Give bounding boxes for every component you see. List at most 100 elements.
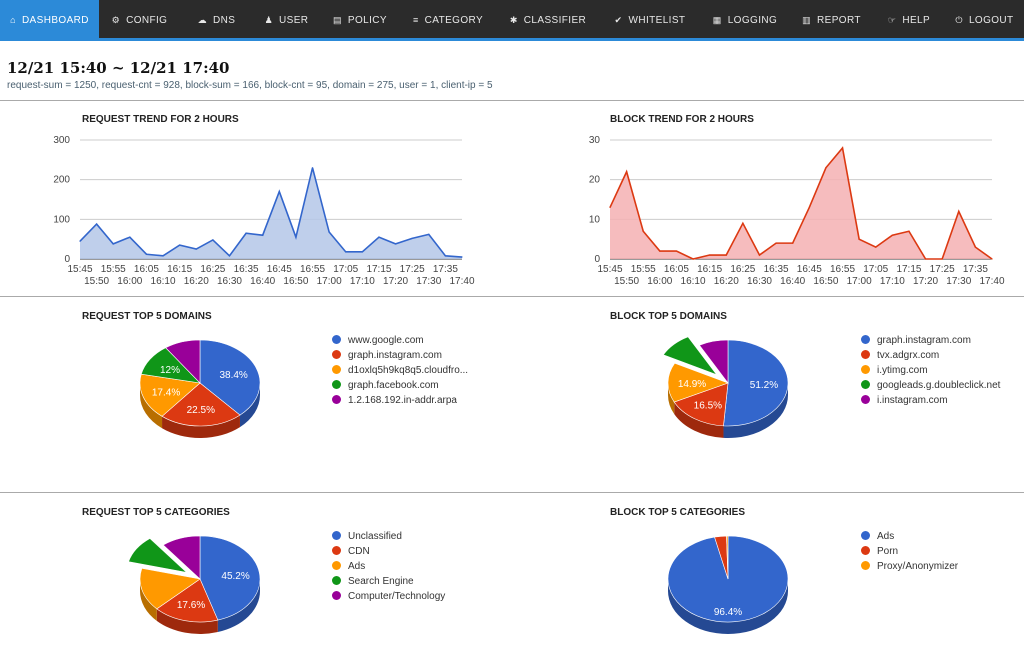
pie-slice-side	[723, 383, 788, 438]
legend-item[interactable]: i.instagram.com	[861, 393, 1000, 408]
legend-color-dot	[332, 365, 341, 374]
slice-percent-label: 96.4%	[714, 607, 742, 618]
x-tick-label: 17:10	[880, 276, 905, 287]
nav-whitelist[interactable]: ✔ WHITELIST	[600, 0, 700, 38]
block-categories-pie: 96.4%	[667, 535, 789, 634]
legend-label: Computer/Technology	[348, 591, 446, 602]
pie-slice[interactable]	[723, 339, 789, 427]
pie-slice[interactable]	[199, 339, 261, 416]
book-icon: ▤	[333, 15, 342, 25]
divider	[0, 100, 1024, 101]
nav-config[interactable]: ⚙ CONFIG	[99, 0, 180, 38]
legend-item[interactable]: Porn	[861, 544, 958, 559]
nav-help[interactable]: ☞ HELP	[873, 0, 945, 38]
legend-color-dot	[332, 561, 341, 570]
x-tick-label: 16:40	[780, 276, 805, 287]
nav-classifier[interactable]: ✱ CLASSIFIER	[496, 0, 600, 38]
pie-slice[interactable]	[161, 382, 241, 427]
legend-item[interactable]: graph.instagram.com	[332, 348, 468, 363]
nav-user[interactable]: ♟ USER	[253, 0, 320, 38]
legend-item[interactable]: 1.2.168.192.in-addr.arpa	[332, 393, 468, 408]
pie-slice[interactable]	[698, 339, 729, 384]
legend-item[interactable]: Ads	[861, 529, 958, 544]
legend-item[interactable]: Computer/Technology	[332, 589, 445, 604]
pie-slice-side	[668, 579, 788, 634]
legend-item[interactable]: CDN	[332, 544, 445, 559]
block-trend-title: BLOCK TREND FOR 2 HOURS	[610, 114, 754, 125]
nav-report[interactable]: ▥ REPORT	[790, 0, 873, 38]
slice-percent-label: 17.4%	[152, 388, 180, 399]
x-tick-label: 16:35	[234, 264, 259, 275]
block-trend-chart: 010203015:4515:5015:5516:0016:0516:1016:…	[589, 135, 1005, 287]
data-point	[79, 240, 81, 242]
data-point	[96, 223, 98, 225]
pie-slice[interactable]	[199, 535, 261, 621]
pie-slice[interactable]	[128, 538, 188, 573]
x-tick-label: 16:45	[797, 264, 822, 275]
legend-item[interactable]: graph.instagram.com	[861, 333, 1000, 348]
legend-item[interactable]: googleads.g.doubleclick.net	[861, 378, 1000, 393]
pie-slice[interactable]	[156, 578, 219, 623]
check-circle-icon: ✔	[614, 15, 623, 25]
data-point	[212, 239, 214, 241]
data-point	[991, 258, 993, 260]
data-point	[394, 243, 397, 245]
nav-label: POLICY	[347, 15, 387, 26]
pie-slice[interactable]	[139, 373, 201, 417]
nav-logout[interactable]: ⏻ LOGOUT	[945, 0, 1024, 38]
request-domains-title: REQUEST TOP 5 DOMAINS	[82, 311, 212, 322]
data-point	[825, 167, 827, 169]
x-tick-label: 15:55	[101, 264, 126, 275]
pie-slice[interactable]	[667, 362, 729, 403]
legend-item[interactable]: i.ytimg.com	[861, 363, 1000, 378]
data-point	[295, 236, 297, 238]
data-point	[278, 190, 280, 193]
legend-item[interactable]: graph.facebook.com	[332, 378, 468, 393]
request-categories-title: REQUEST TOP 5 CATEGORIES	[82, 507, 230, 518]
legend-color-dot	[332, 531, 341, 540]
legend-label: Search Engine	[348, 576, 414, 587]
data-point	[841, 147, 844, 149]
pie-slice[interactable]	[162, 535, 201, 580]
legend-item[interactable]: tvx.adgrx.com	[861, 348, 1000, 363]
legend-item[interactable]: Unclassified	[332, 529, 445, 544]
nav-category[interactable]: ≡ CATEGORY	[400, 0, 496, 38]
legend-item[interactable]: Ads	[332, 559, 445, 574]
data-point	[145, 253, 148, 255]
database-icon: ▦	[712, 15, 722, 25]
pie-slice[interactable]	[139, 567, 201, 610]
x-tick-label: 15:45	[67, 264, 92, 275]
data-point	[659, 250, 661, 252]
x-tick-label: 16:15	[167, 264, 192, 275]
legend-item[interactable]: www.google.com	[332, 333, 468, 348]
data-point	[378, 236, 380, 238]
data-point	[129, 236, 131, 238]
data-point	[742, 222, 744, 224]
legend-item[interactable]: d1oxlq5h9kq8q5.cloudfro...	[332, 363, 468, 378]
nav-dns[interactable]: ☁ DNS	[180, 0, 253, 38]
nav-dashboard[interactable]: ⌂ DASHBOARD	[0, 0, 99, 38]
nav-policy[interactable]: ▤ POLICY	[320, 0, 400, 38]
pie-slice-side	[674, 402, 724, 438]
legend-color-dot	[861, 365, 870, 374]
x-tick-label: 17:30	[416, 276, 441, 287]
hand-icon: ☞	[887, 15, 897, 25]
legend-item[interactable]: Search Engine	[332, 574, 445, 589]
x-tick-label: 17:25	[400, 264, 425, 275]
pie-slice[interactable]	[673, 382, 729, 427]
slice-percent-label: 38.4%	[219, 370, 247, 381]
legend-item[interactable]: Proxy/Anonymizer	[861, 559, 958, 574]
area-fill	[610, 147, 992, 259]
y-tick-label: 20	[589, 175, 601, 186]
pie-slice[interactable]	[165, 339, 201, 384]
legend-color-dot	[332, 591, 341, 600]
x-tick-label: 15:50	[84, 276, 109, 287]
legend-color-dot	[332, 335, 341, 344]
pie-slice[interactable]	[726, 535, 729, 580]
data-point	[692, 258, 694, 260]
data-point	[725, 254, 727, 256]
pie-slice[interactable]	[662, 336, 718, 376]
divider	[0, 296, 1024, 297]
x-tick-label: 16:00	[117, 276, 142, 287]
nav-logging[interactable]: ▦ LOGGING	[700, 0, 790, 38]
